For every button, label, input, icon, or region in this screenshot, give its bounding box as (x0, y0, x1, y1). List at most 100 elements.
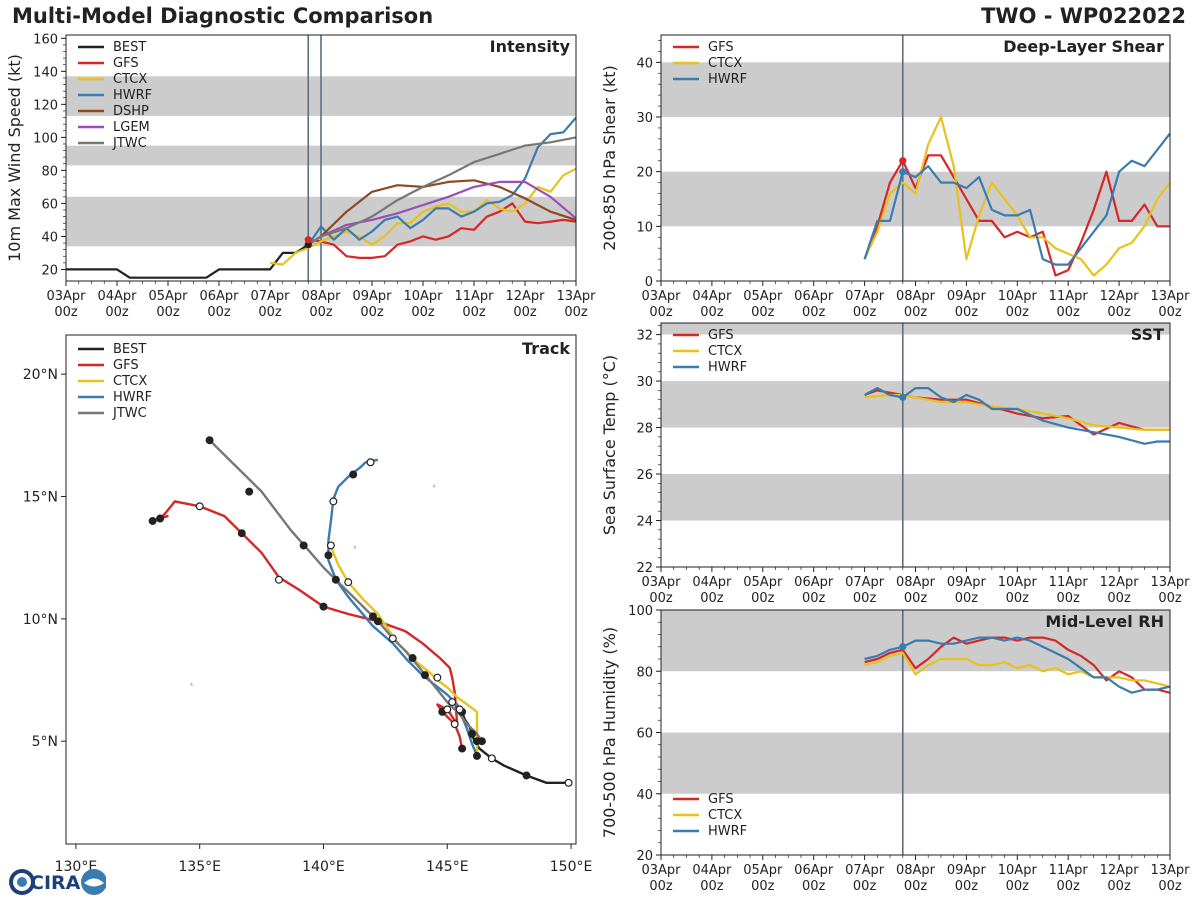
track-hwrf (327, 458, 479, 757)
track-point-ctcx (344, 578, 353, 587)
legend-label-gfs: GFS (708, 792, 734, 807)
panel-track: 130°E 135°E 140°E 145°E 150°E 5°N 10°N 15°N 20°N… (23, 334, 592, 875)
x-tick-label: 12Apr (1100, 289, 1140, 304)
panel-rh: 2040608010003Apr00z04Apr00z05Apr00z06Apr… (600, 604, 1190, 894)
x-tick-label: 00z (1057, 591, 1081, 606)
x-tick-label: 00z (1057, 305, 1081, 320)
legend-label-jtwc: JTWC (112, 406, 147, 421)
x-tick-label: 00z (904, 879, 928, 894)
track-point-hwrf (331, 575, 340, 584)
legend-label-gfs: GFS (113, 56, 139, 71)
x-tick-label: 00z (156, 305, 180, 320)
track-point-gfs (274, 575, 283, 584)
storm-id: TWO - WP022022 (981, 4, 1186, 28)
legend-label-ctcx: CTCX (708, 808, 742, 823)
series-gfs (863, 154, 1170, 277)
series-hwrf (864, 636, 1170, 694)
x-tick-label: 00z (309, 305, 333, 320)
axes-frame (65, 334, 577, 845)
x-tick-label: 03Apr (46, 289, 86, 304)
track-point-ctcx (326, 541, 335, 550)
x-tick-label: 00z (1006, 305, 1030, 320)
x-tick-label: 09Apr (352, 289, 392, 304)
panel-title: Mid-Level RH (1045, 612, 1164, 631)
series-ctcx (269, 167, 576, 266)
x-tick-label: 06Apr (199, 289, 239, 304)
x-tick-label: 07Apr (845, 289, 885, 304)
x-tick-label: 00z (1006, 591, 1030, 606)
x-tick-label: 03Apr (641, 575, 681, 590)
y-axis-label: 10m Max Wind Speed (kt) (5, 54, 24, 262)
legend-label-gfs: GFS (113, 358, 139, 373)
track-point-best (522, 771, 531, 780)
x-tick-label: 10Apr (403, 289, 443, 304)
legend-label-jtwc: JTWC (112, 136, 147, 151)
legend-label-dshp: DSHP (113, 104, 149, 119)
x-tick-label: 11Apr (454, 289, 494, 304)
x-tick-label: 00z (258, 305, 282, 320)
series-dshp (307, 179, 576, 246)
x-tick-label: 00z (1158, 305, 1182, 320)
x-tick-label: 03Apr (641, 289, 681, 304)
x-tick-label: 11Apr (1049, 863, 1089, 878)
series-ctcx (864, 651, 1170, 688)
legend-label-hwrf: HWRF (708, 824, 747, 839)
track-point-hwrf (324, 551, 333, 560)
y-tick-label: 5°N (32, 734, 58, 750)
x-tick-label: 00z (853, 591, 877, 606)
x-tick-label: 00z (207, 305, 231, 320)
x-tick-label: 00z (700, 305, 724, 320)
x-tick-label: 12Apr (1100, 863, 1140, 878)
x-tick-label: 06Apr (794, 863, 834, 878)
x-tick-label: 07Apr (250, 289, 290, 304)
x-tick-label: 00z (1107, 879, 1131, 894)
legend-label-best: BEST (113, 40, 146, 55)
x-tick-label: 13Apr (556, 289, 596, 304)
x-tick-label: 06Apr (794, 575, 834, 590)
x-tick-label: 00z (649, 591, 673, 606)
y-axis-label: 700-500 hPa Humidity (%) (600, 627, 619, 838)
track-point-jtwc (205, 436, 214, 445)
x-tick-label: 10Apr (998, 575, 1038, 590)
x-tick-label: 130°E (55, 859, 98, 875)
series-gfs (308, 202, 576, 259)
x-tick-label: 04Apr (692, 575, 732, 590)
track-point-ctcx (368, 612, 377, 621)
island (189, 681, 193, 686)
cira-logo-icon: CIRA (9, 869, 107, 895)
legend-label-gfs: GFS (708, 328, 734, 343)
x-tick-label: 12Apr (505, 289, 545, 304)
track-point-best (487, 754, 496, 763)
x-tick-label: 08Apr (896, 575, 936, 590)
series-hwrf (307, 116, 576, 246)
legend-label-hwrf: HWRF (113, 390, 152, 405)
x-tick-label: 07Apr (845, 575, 885, 590)
figure-title: Multi-Model Diagnostic Comparison (12, 4, 434, 28)
x-tick-label: 07Apr (845, 863, 885, 878)
track-point-gfs (156, 514, 165, 523)
x-tick-label: 09Apr (947, 863, 987, 878)
x-tick-label: 00z (513, 305, 537, 320)
x-tick-label: 04Apr (692, 289, 732, 304)
x-tick-label: 08Apr (301, 289, 341, 304)
track-point-gfs (195, 502, 204, 511)
x-tick-label: 09Apr (947, 575, 987, 590)
x-tick-label: 00z (904, 591, 928, 606)
x-tick-label: 00z (802, 591, 826, 606)
x-tick-label: 140°E (302, 859, 345, 875)
x-tick-label: 00z (1107, 305, 1131, 320)
x-tick-label: 00z (1006, 879, 1030, 894)
x-tick-label: 13Apr (1150, 289, 1190, 304)
y-tick-label: 20 (41, 263, 58, 278)
track-point-hwrf (472, 751, 481, 760)
y-tick-label: 20 (636, 849, 653, 864)
track-point-gfs (458, 744, 467, 753)
x-tick-label: 00z (462, 305, 486, 320)
x-tick-label: 00z (904, 305, 928, 320)
y-tick-label: 30 (636, 375, 653, 390)
x-tick-label: 08Apr (896, 289, 936, 304)
x-tick-label: 00z (105, 305, 129, 320)
y-tick-label: 24 (636, 515, 653, 530)
legend-label-ctcx: CTCX (113, 374, 147, 389)
